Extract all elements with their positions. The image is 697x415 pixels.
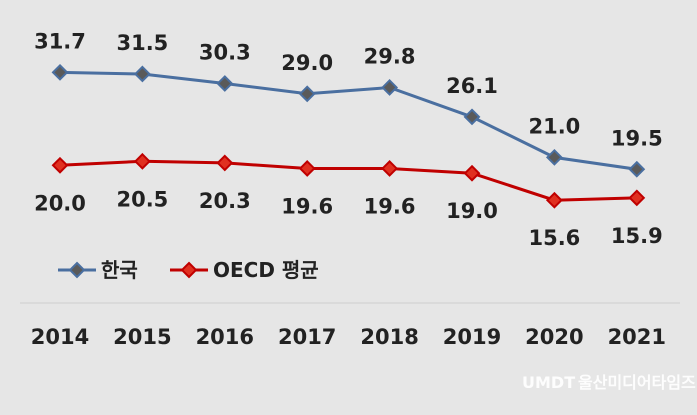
x-tick-label-2017: 2017 xyxy=(278,325,336,349)
x-tick-label-2014: 2014 xyxy=(31,325,89,349)
data-label-oecd-2017: 19.6 xyxy=(281,194,333,218)
data-label-korea-2016: 30.3 xyxy=(199,41,251,65)
data-point-korea-2018 xyxy=(381,79,399,96)
legend: 한국 OECD 평균 xyxy=(58,258,319,282)
data-point-korea-2021 xyxy=(628,160,646,178)
legend-label-oecd: OECD 평균 xyxy=(213,258,319,282)
data-point-korea-2020 xyxy=(545,148,563,166)
data-point-oecd-2021 xyxy=(628,189,646,207)
legend-item-korea: 한국 xyxy=(58,258,138,282)
data-label-korea-2020: 21.0 xyxy=(528,114,580,138)
data-point-oecd-2015 xyxy=(133,152,151,170)
x-tick-label-2015: 2015 xyxy=(113,325,171,349)
legend-item-oecd: OECD 평균 xyxy=(170,258,319,282)
data-label-oecd-2015: 20.5 xyxy=(116,187,168,211)
data-label-korea-2014: 31.7 xyxy=(34,29,86,53)
data-label-korea-2015: 31.5 xyxy=(116,31,168,55)
data-label-korea-2017: 29.0 xyxy=(281,51,333,75)
legend-label-korea: 한국 xyxy=(101,258,138,282)
watermark-name: 울산미디어타임즈 xyxy=(578,373,696,392)
watermark-brand: UMDT xyxy=(522,373,575,392)
x-tick-label-2018: 2018 xyxy=(360,325,418,349)
data-point-oecd-2020 xyxy=(545,191,563,209)
data-point-korea-2017 xyxy=(298,85,316,103)
watermark: UMDT 울산미디어타임즈 xyxy=(522,373,696,392)
data-point-korea-2016 xyxy=(216,75,234,92)
data-label-oecd-2020: 15.6 xyxy=(528,226,580,250)
series-line-oecd xyxy=(59,159,637,202)
data-label-korea-2018: 29.8 xyxy=(364,44,416,68)
data-point-oecd-2019 xyxy=(463,164,481,182)
data-label-oecd-2016: 20.3 xyxy=(199,189,251,213)
x-tick-label-2016: 2016 xyxy=(196,325,254,349)
data-point-korea-2015 xyxy=(133,65,151,83)
data-point-oecd-2016 xyxy=(216,154,234,172)
x-tick-label-2021: 2021 xyxy=(608,325,666,349)
x-tick-label-2019: 2019 xyxy=(443,325,501,349)
data-label-oecd-2014: 20.0 xyxy=(34,191,86,215)
legend-marker-korea xyxy=(68,261,86,279)
data-label-oecd-2019: 19.0 xyxy=(446,199,498,223)
data-point-oecd-2018 xyxy=(381,160,399,177)
data-label-korea-2019: 26.1 xyxy=(446,74,498,98)
data-point-korea-2014 xyxy=(51,63,69,81)
x-tick-label-2020: 2020 xyxy=(525,325,583,349)
data-point-korea-2019 xyxy=(463,108,481,126)
series-line-korea xyxy=(59,70,638,171)
data-label-korea-2021: 19.5 xyxy=(611,126,663,150)
data-point-oecd-2014 xyxy=(51,156,69,174)
data-label-oecd-2021: 15.9 xyxy=(611,224,663,248)
data-point-oecd-2017 xyxy=(298,160,316,177)
data-label-oecd-2018: 19.6 xyxy=(364,194,416,218)
legend-marker-oecd xyxy=(180,261,198,279)
